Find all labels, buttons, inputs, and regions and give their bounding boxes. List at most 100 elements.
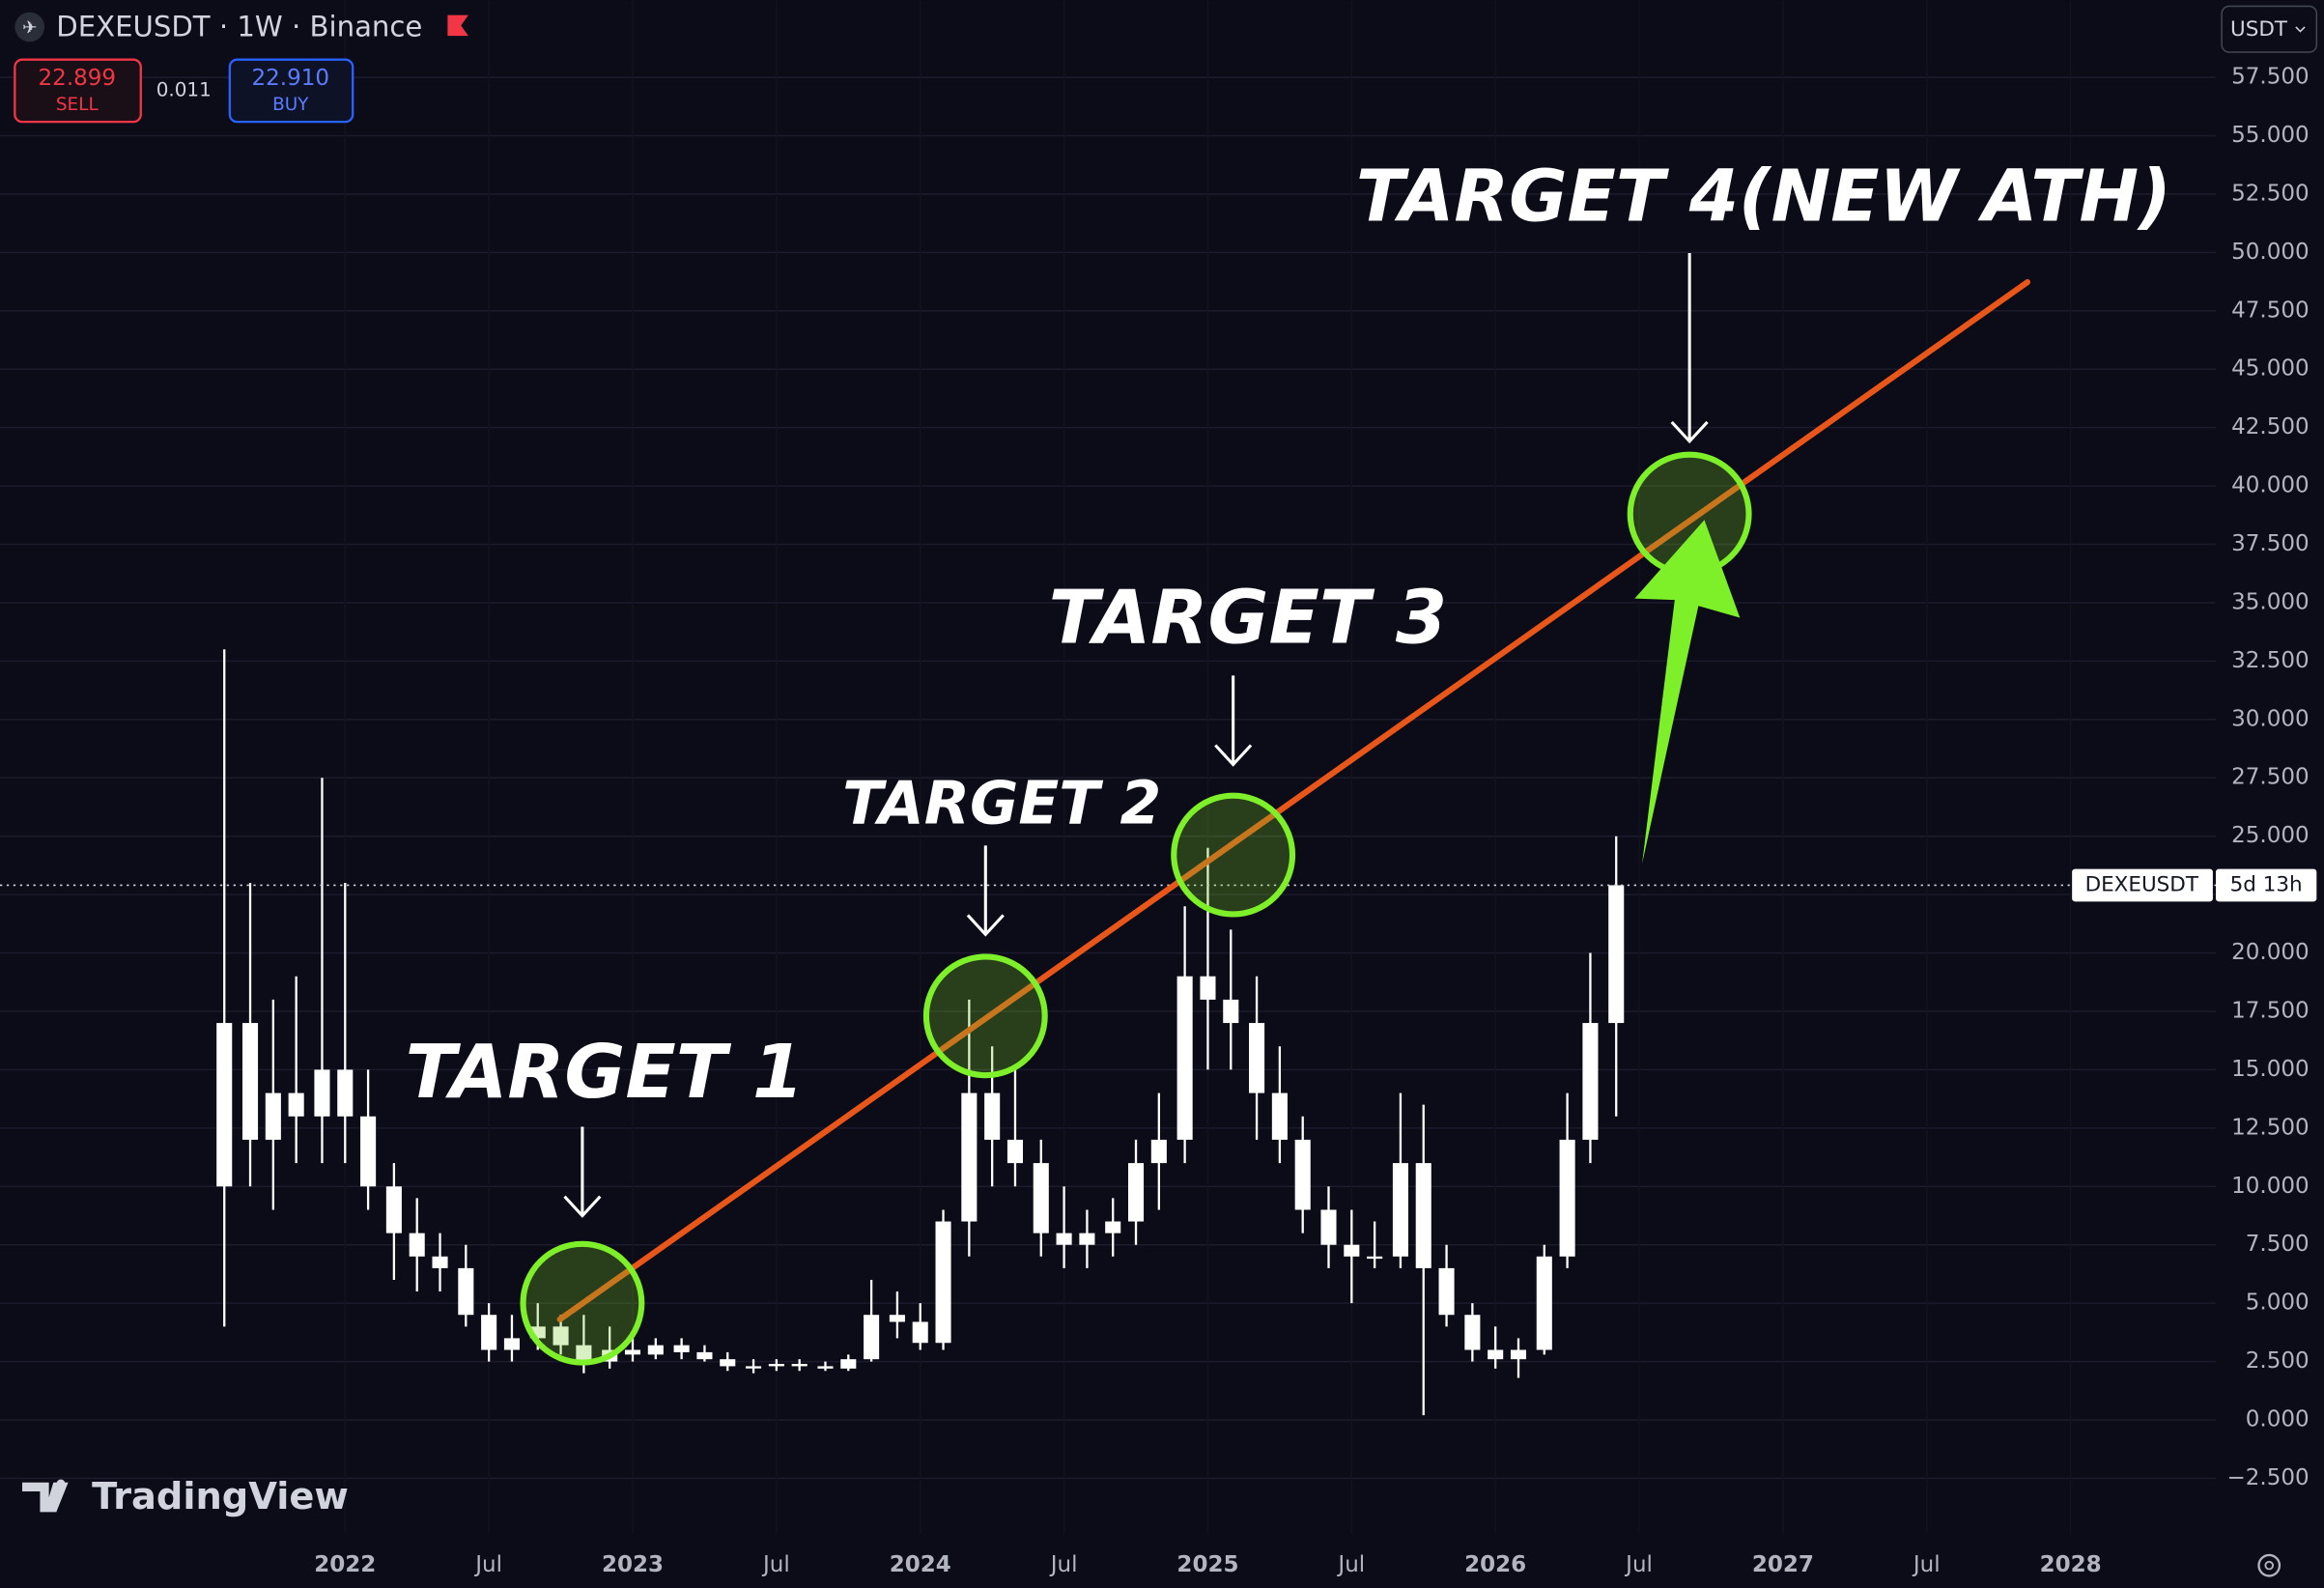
y-tick-label: 20.000 <box>2231 940 2309 965</box>
symbol-icon-glyph: ✈ <box>22 17 37 38</box>
candle-body <box>1127 1163 1145 1222</box>
candle-body <box>768 1363 784 1367</box>
candle-body <box>1344 1244 1360 1257</box>
candle-body <box>503 1338 520 1350</box>
flag-icon[interactable] <box>447 14 468 37</box>
y-tick-label: 10.000 <box>2231 1174 2309 1199</box>
target-label: TARGET 1 <box>406 1030 805 1116</box>
buy-label: BUY <box>272 95 309 115</box>
candle-body <box>241 1023 259 1140</box>
y-tick-label: 0.000 <box>2246 1407 2310 1432</box>
candle-body <box>840 1359 857 1369</box>
y-tick-label: 5.000 <box>2246 1290 2310 1316</box>
y-tick-label: 32.500 <box>2231 648 2309 673</box>
symbol-icon <box>14 12 45 43</box>
candle-body <box>1176 976 1193 1140</box>
candle-body <box>1559 1139 1575 1257</box>
x-tick-label: Jul <box>761 1552 790 1577</box>
target-circle <box>520 1240 645 1366</box>
y-tick-label: 50.000 <box>2231 240 2309 265</box>
candle-body <box>1223 999 1239 1024</box>
candle-body <box>912 1321 928 1344</box>
candle-body <box>1438 1267 1455 1316</box>
price-tag-timer-bg <box>2215 868 2317 902</box>
y-tick-label: 15.000 <box>2231 1057 2309 1082</box>
price-tag-bg <box>2072 868 2213 902</box>
candle-body <box>1536 1256 1552 1350</box>
sell-label: SELL <box>56 95 99 115</box>
target-label: TARGET 2 <box>842 769 1161 837</box>
x-tick-label: 2026 <box>1464 1552 1526 1577</box>
y-tick-label: 35.000 <box>2231 589 2309 614</box>
y-tick-label: −2.500 <box>2227 1465 2310 1490</box>
candle-body <box>817 1366 834 1369</box>
candle-body <box>1608 885 1625 1024</box>
candle-body <box>458 1267 474 1316</box>
y-tick-label: 27.500 <box>2231 765 2309 790</box>
y-tick-label: 7.500 <box>2246 1232 2310 1257</box>
candle-body <box>1392 1163 1408 1257</box>
candle-body <box>385 1186 402 1234</box>
trendline <box>556 279 2031 1322</box>
target-arrow <box>1670 253 1709 444</box>
x-tick-label: 2028 <box>2040 1552 2102 1577</box>
candle-body <box>337 1069 354 1117</box>
candle-body <box>1294 1139 1311 1210</box>
overlay: DEXEUSDT 5d 13h TARGET 1 TARGET 2 TARGET 3 TA… <box>406 156 2317 1366</box>
x-tick-label: 2024 <box>890 1552 951 1577</box>
candle-body <box>1488 1349 1504 1360</box>
currency: USDT <box>2230 17 2288 42</box>
chart-title[interactable]: DEXEUSDT · 1W · Binance <box>56 10 422 43</box>
y-tick-label: 45.000 <box>2231 356 2309 382</box>
candle-body <box>553 1326 569 1346</box>
y-tick-label: 57.500 <box>2231 65 2309 90</box>
candle-body <box>1320 1209 1337 1245</box>
y-tick-label: 52.500 <box>2231 181 2309 206</box>
candle-body <box>935 1221 951 1344</box>
target-arrow <box>1214 675 1253 767</box>
candle-body <box>1415 1163 1431 1268</box>
candle-body <box>1510 1349 1527 1360</box>
candle-body <box>1079 1233 1095 1245</box>
sell-button[interactable] <box>14 58 142 124</box>
candle-body <box>432 1256 448 1268</box>
x-tick-label: 2027 <box>1752 1552 1814 1577</box>
target-arrow <box>563 1126 602 1218</box>
x-tick-label: 2022 <box>314 1552 376 1577</box>
settings-icon-core <box>2264 1560 2274 1571</box>
candle-body <box>1249 1023 1265 1093</box>
candle-body <box>1056 1233 1072 1245</box>
candle-body <box>1033 1163 1049 1234</box>
candle-body <box>1367 1256 1383 1260</box>
y-tick-label: 30.000 <box>2231 706 2309 731</box>
currency-button[interactable] <box>2221 5 2318 53</box>
x-tick-label: 2023 <box>602 1552 664 1577</box>
candle-body <box>1582 1023 1599 1140</box>
candle-body <box>961 1092 978 1222</box>
target-arrow <box>966 845 1005 937</box>
price-tag-timer: 5d 13h <box>2230 872 2303 896</box>
candle-body <box>576 1345 592 1362</box>
y-tick-label: 55.000 <box>2231 123 2309 148</box>
y-tick-label: 25.000 <box>2231 823 2309 848</box>
candle-body <box>216 1023 233 1187</box>
breakout-arrow <box>1634 520 1741 865</box>
brand: TradingView <box>92 1475 349 1518</box>
candle-body <box>481 1315 497 1350</box>
buy-button[interactable] <box>228 58 354 124</box>
candle-body <box>624 1349 641 1355</box>
target-label: TARGET 4(NEW ATH) <box>1356 156 2171 238</box>
x-tick-label: 2025 <box>1176 1552 1238 1577</box>
candle-body <box>1105 1221 1121 1234</box>
candle-body <box>360 1116 377 1187</box>
settings-button[interactable] <box>2257 1553 2281 1577</box>
y-tick-label: 47.500 <box>2231 298 2309 323</box>
candle-body <box>746 1366 762 1369</box>
candle-body <box>673 1345 690 1352</box>
candle-body <box>1150 1139 1167 1164</box>
candle-body <box>1006 1139 1024 1164</box>
